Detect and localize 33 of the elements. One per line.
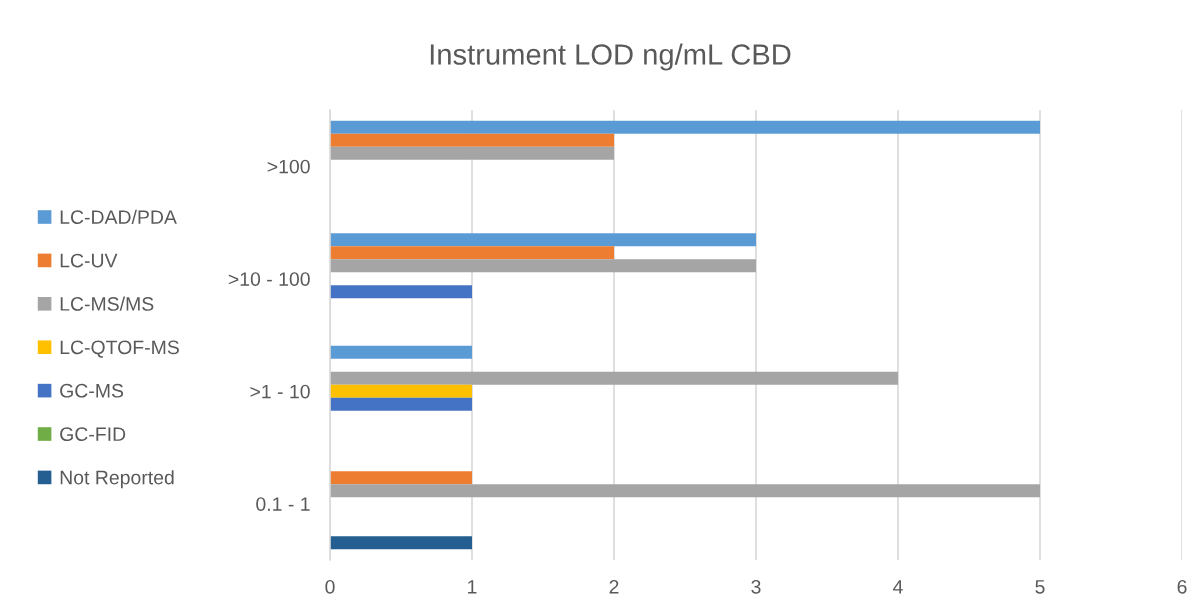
legend-label: GC-MS (60, 383, 124, 398)
bar (330, 384, 472, 398)
legend-label: LC-UV (60, 253, 118, 268)
bar (330, 246, 614, 260)
bar (330, 146, 614, 160)
legend-label: LC-DAD/PDA (60, 209, 177, 225)
chart-title: Instrument LOD ng/mL CBD (430, 43, 791, 71)
bar (330, 133, 614, 147)
bar (330, 345, 472, 359)
legend-label: Not Reported (60, 470, 174, 489)
y-tick-label: >100 (267, 159, 310, 174)
legend-label: LC-MS/MS (60, 296, 154, 311)
x-tick-label: 0 (325, 579, 335, 594)
x-tick-label: 2 (609, 579, 619, 594)
legend-label: GC-FID (60, 427, 126, 442)
x-tick-label: 1 (468, 580, 477, 594)
y-tick-label: 0.1 - 1 (256, 497, 310, 511)
x-tick-label: 4 (893, 580, 903, 594)
y-tick-label: >10 - 100 (228, 272, 310, 286)
bar (330, 484, 1040, 498)
bar (330, 536, 472, 550)
legend-label: LC-QTOF-MS (60, 340, 179, 358)
x-tick-label: 5 (1035, 580, 1045, 594)
bar (330, 233, 756, 247)
x-tick-label: 6 (1177, 579, 1187, 594)
bar (330, 397, 472, 411)
bar (330, 471, 472, 485)
bar (330, 285, 472, 299)
y-tick-label: >1 - 10 (250, 384, 310, 399)
bar (330, 120, 1040, 134)
bar (330, 371, 898, 385)
bar (330, 259, 756, 273)
x-tick-label: 3 (751, 579, 761, 594)
